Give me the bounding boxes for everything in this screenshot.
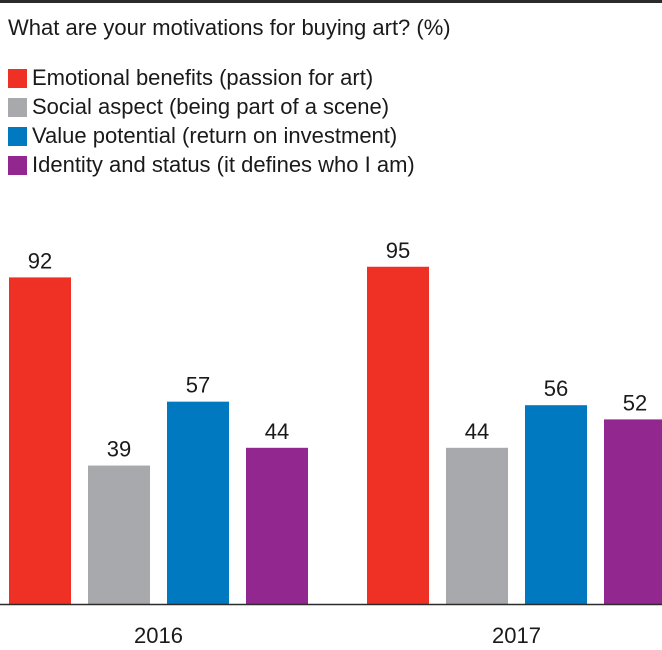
data-label-identity-2017: 52 bbox=[623, 390, 647, 415]
data-label-social-2016: 39 bbox=[107, 437, 131, 462]
data-label-value-2017: 56 bbox=[544, 376, 568, 401]
bar-emotional-2017 bbox=[367, 267, 429, 604]
bar-identity-2016 bbox=[246, 448, 308, 604]
data-label-emotional-2016: 92 bbox=[28, 248, 52, 273]
data-label-social-2017: 44 bbox=[465, 419, 489, 444]
bar-value-2017 bbox=[525, 405, 587, 604]
bar-social-2017 bbox=[446, 448, 508, 604]
bar-social-2016 bbox=[88, 466, 150, 604]
data-label-emotional-2017: 95 bbox=[386, 238, 410, 263]
bar-identity-2017 bbox=[604, 419, 662, 604]
x-tick-label-2016: 2016 bbox=[134, 623, 183, 648]
data-label-identity-2016: 44 bbox=[265, 419, 289, 444]
bar-emotional-2016 bbox=[9, 277, 71, 604]
x-tick-label-2017: 2017 bbox=[492, 623, 541, 648]
data-label-value-2016: 57 bbox=[186, 373, 210, 398]
bar-value-2016 bbox=[167, 402, 229, 604]
